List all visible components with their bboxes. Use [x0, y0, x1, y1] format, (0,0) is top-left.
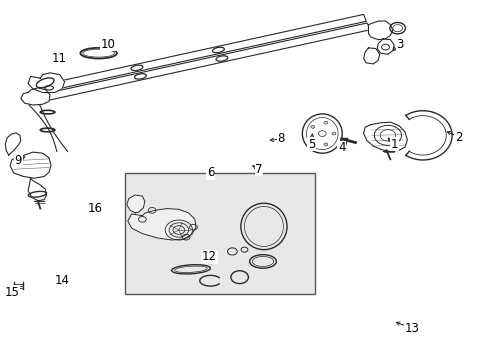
Text: 12: 12 [202, 250, 217, 263]
Text: 6: 6 [206, 166, 214, 179]
Circle shape [323, 121, 327, 124]
Text: 15: 15 [5, 286, 20, 299]
Text: 13: 13 [404, 322, 419, 335]
Circle shape [331, 132, 335, 135]
Circle shape [310, 125, 314, 128]
Polygon shape [41, 23, 369, 101]
Text: 11: 11 [51, 52, 66, 65]
Text: 5: 5 [307, 138, 315, 151]
Text: 14: 14 [55, 274, 69, 287]
Text: 9: 9 [15, 154, 22, 167]
Polygon shape [126, 195, 144, 213]
Circle shape [310, 139, 314, 142]
Text: 8: 8 [277, 132, 284, 145]
Polygon shape [368, 21, 392, 40]
Text: 2: 2 [454, 131, 461, 144]
Polygon shape [29, 105, 67, 152]
Text: 1: 1 [390, 138, 397, 151]
Polygon shape [5, 133, 21, 155]
Text: 16: 16 [87, 202, 102, 215]
Polygon shape [127, 208, 196, 240]
Polygon shape [363, 122, 407, 152]
Text: 7: 7 [255, 163, 262, 176]
Polygon shape [10, 152, 51, 178]
Circle shape [323, 143, 327, 146]
Polygon shape [21, 88, 50, 105]
Ellipse shape [302, 114, 342, 153]
Polygon shape [28, 73, 64, 93]
Polygon shape [38, 14, 366, 93]
Text: 10: 10 [101, 38, 116, 51]
Polygon shape [363, 48, 379, 64]
Text: 3: 3 [396, 38, 403, 51]
Text: 4: 4 [337, 141, 345, 154]
Bar [125, 173, 314, 294]
Polygon shape [376, 39, 393, 54]
Polygon shape [28, 178, 46, 201]
